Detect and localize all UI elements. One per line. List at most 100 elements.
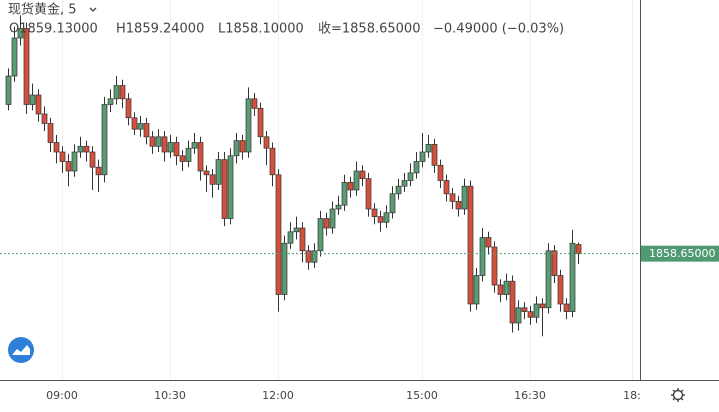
open-value: O1859.13000 bbox=[9, 22, 98, 37]
candle-body bbox=[113, 85, 120, 100]
candle-body bbox=[521, 307, 528, 312]
candle-body bbox=[131, 117, 138, 130]
candle-body bbox=[455, 201, 462, 210]
candle-body bbox=[107, 98, 114, 105]
symbol: 现货黄金, 5 bbox=[8, 2, 77, 18]
candle-body bbox=[443, 180, 450, 195]
candle-body bbox=[317, 218, 324, 252]
candle-body bbox=[347, 182, 354, 191]
candle-body bbox=[35, 94, 42, 115]
candle-body bbox=[41, 113, 48, 124]
x-tick-label: 16:30 bbox=[514, 389, 546, 402]
candle-body bbox=[329, 208, 336, 229]
candle-body bbox=[311, 250, 318, 263]
candle-body bbox=[143, 123, 150, 138]
candle-body bbox=[527, 311, 534, 318]
x-tick-label: 12:00 bbox=[262, 389, 294, 402]
candle-body bbox=[161, 136, 168, 153]
candle-body bbox=[383, 212, 390, 223]
candle-body bbox=[23, 28, 30, 105]
candle-body bbox=[515, 307, 522, 324]
candle-body bbox=[395, 185, 402, 195]
candle-body bbox=[569, 242, 576, 312]
candle-body bbox=[371, 208, 378, 217]
candle-body bbox=[437, 164, 444, 181]
candle-body bbox=[155, 136, 162, 147]
candle-body bbox=[287, 231, 294, 244]
settings-button[interactable] bbox=[671, 388, 685, 402]
candle-body bbox=[431, 144, 438, 166]
candle-body bbox=[215, 159, 222, 185]
candle-body bbox=[323, 218, 330, 229]
candle-body bbox=[65, 161, 72, 172]
close-value: 收=1858.65000 bbox=[318, 22, 420, 37]
candle-body bbox=[29, 94, 36, 105]
candle-body bbox=[503, 280, 510, 295]
candle-body bbox=[197, 142, 204, 172]
x-tick-label: 10:30 bbox=[154, 389, 186, 402]
candle-body bbox=[485, 237, 492, 248]
candle-body bbox=[167, 142, 174, 153]
x-tick-label: 09:00 bbox=[46, 389, 78, 402]
x-tick-label: 18: bbox=[623, 389, 641, 402]
candle-body bbox=[101, 104, 108, 176]
candle-body bbox=[239, 140, 246, 153]
x-tick-label: 15:00 bbox=[406, 389, 438, 402]
candle-body bbox=[563, 303, 570, 312]
candle-body bbox=[467, 185, 474, 305]
candle-body bbox=[227, 155, 234, 219]
candle-body bbox=[209, 174, 216, 185]
candle-body bbox=[11, 37, 18, 77]
candle-body bbox=[389, 193, 396, 214]
candle-body bbox=[305, 250, 312, 263]
plot-area bbox=[0, 0, 640, 380]
candle-body bbox=[83, 145, 90, 153]
candle-body bbox=[5, 75, 12, 105]
candle-body bbox=[575, 244, 582, 254]
legend-header: 现货黄金, 5 O1859.13000 H1859.24000 L1858.10… bbox=[8, 2, 564, 37]
candle-body bbox=[341, 182, 348, 206]
candle-body bbox=[203, 170, 210, 176]
candle-body bbox=[191, 142, 198, 149]
candle-body bbox=[335, 204, 342, 210]
candle-body bbox=[185, 147, 192, 162]
candle-body bbox=[473, 275, 480, 305]
candle-body bbox=[275, 174, 282, 295]
logo[interactable] bbox=[8, 337, 34, 363]
candle-body bbox=[263, 136, 270, 149]
candle-body bbox=[353, 170, 360, 191]
candle-body bbox=[173, 142, 180, 157]
candle-body bbox=[71, 151, 78, 172]
logo-circle bbox=[8, 337, 34, 363]
candle-body bbox=[401, 180, 408, 187]
candle-body bbox=[449, 193, 456, 202]
candle-body bbox=[257, 107, 264, 138]
candle-body bbox=[89, 151, 96, 168]
high-value: H1859.24000 bbox=[116, 22, 204, 37]
candle-body bbox=[269, 147, 276, 176]
candle-body bbox=[299, 227, 306, 252]
candle-body bbox=[461, 185, 468, 210]
candle-body bbox=[551, 250, 558, 276]
candle-body bbox=[545, 250, 552, 309]
candle-body bbox=[233, 140, 240, 157]
candle-body bbox=[221, 159, 228, 219]
dropdown-chevron[interactable] bbox=[89, 7, 97, 12]
candle-body bbox=[251, 98, 258, 109]
candle-body bbox=[77, 145, 84, 153]
candle-body bbox=[245, 98, 252, 153]
candle-body bbox=[53, 142, 60, 153]
candle-body bbox=[47, 123, 54, 143]
candle-body bbox=[281, 242, 288, 295]
change-value: −0.49000 (−0.03%) bbox=[433, 22, 564, 37]
low-value: L1858.10000 bbox=[218, 22, 304, 37]
candle-body bbox=[377, 216, 384, 223]
candle-body bbox=[125, 98, 132, 119]
logo-mark bbox=[12, 345, 30, 355]
candle-body bbox=[539, 303, 546, 309]
candle-body bbox=[119, 85, 126, 100]
last-price-box bbox=[641, 245, 719, 262]
candle-body bbox=[59, 151, 66, 162]
candle-body bbox=[509, 280, 516, 324]
